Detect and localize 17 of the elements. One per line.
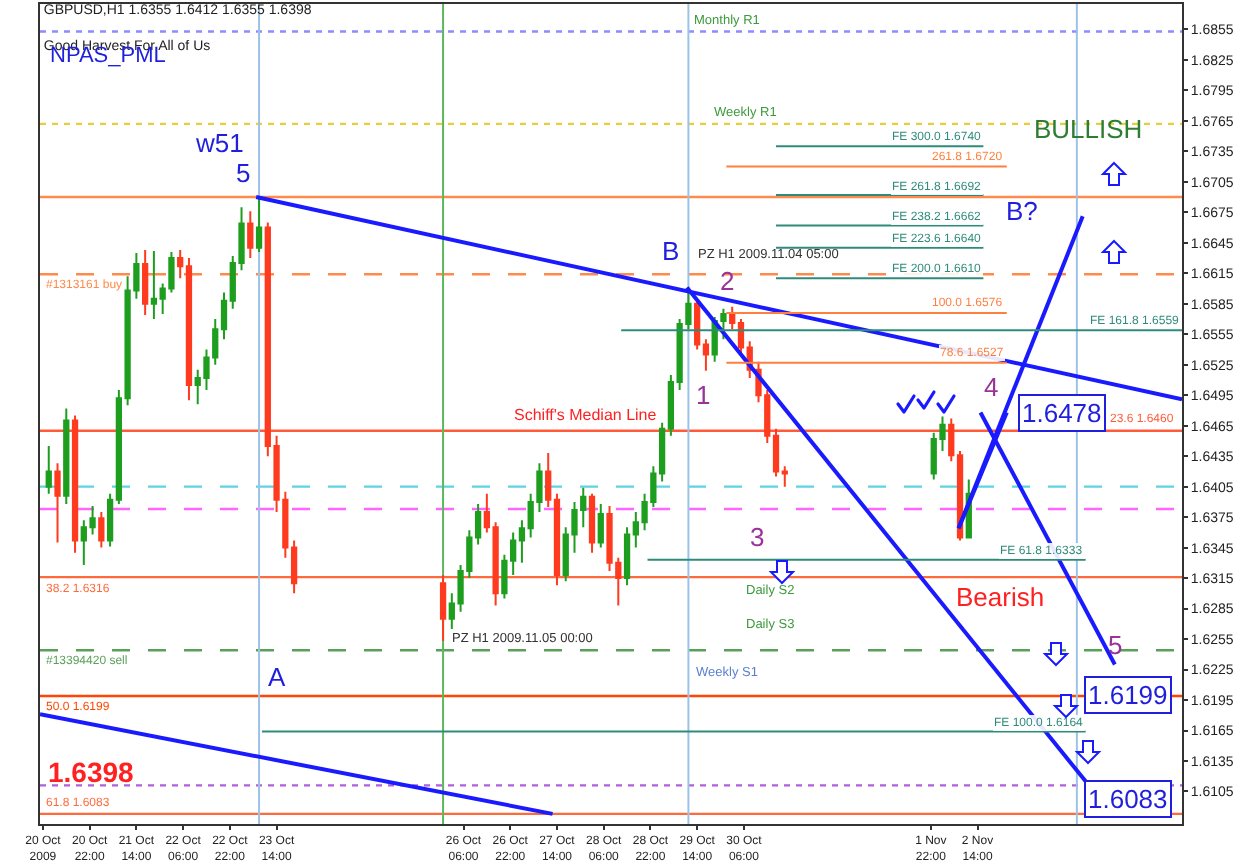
annotation: 5 [1108, 630, 1123, 660]
annotation: BULLISH [1034, 114, 1143, 144]
annotation: 4 [984, 372, 999, 402]
annotation: 1.6083 [1088, 784, 1168, 814]
annotation: 1.6199 [1088, 680, 1168, 710]
annotation: Schiff's Median Line [514, 406, 658, 424]
annotation: 1 [696, 380, 711, 410]
annotation: Bearish [956, 582, 1045, 612]
annotation: 1.6478 [1022, 398, 1102, 428]
annotation: B [662, 236, 680, 266]
annotation: 1.6398 [48, 756, 135, 788]
annotation: 2 [720, 266, 735, 296]
annotation: 5 [236, 158, 251, 188]
annotation: 3 [750, 522, 765, 552]
annotation: w51 [194, 128, 244, 158]
annotation: B? [1006, 196, 1038, 226]
annotation: A [268, 662, 286, 692]
